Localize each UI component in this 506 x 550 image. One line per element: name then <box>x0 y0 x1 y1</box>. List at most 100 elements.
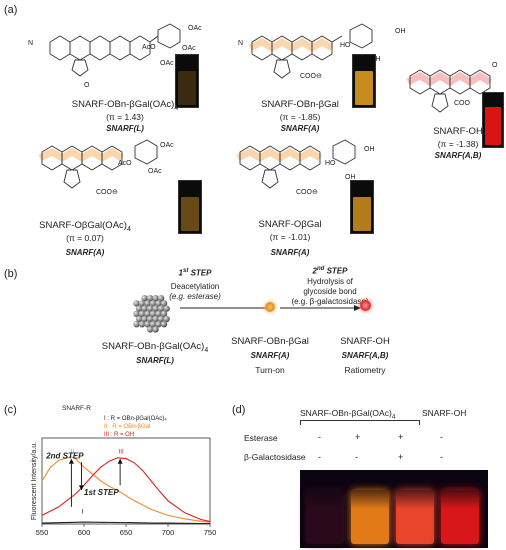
nanoparticle-bead <box>157 315 165 323</box>
arrow-step2-up-head <box>117 458 123 464</box>
ho-label-2: HO <box>340 42 351 49</box>
d-vial-photo <box>300 470 488 548</box>
nanoparticle-bead <box>144 300 151 307</box>
legend-entry: III : R = OH <box>104 432 134 438</box>
nanoparticle-bead <box>149 310 157 317</box>
nanoparticle-bead <box>146 326 154 333</box>
fluorescent-vial <box>396 490 434 544</box>
fluorescent-vial <box>441 490 479 544</box>
vial-compound-5 <box>350 180 374 234</box>
nanoparticle-bead <box>138 321 146 328</box>
oac-label-4b: OAc <box>148 168 162 175</box>
esterase-sign: + <box>355 432 361 442</box>
fluorescent-vial <box>351 490 389 544</box>
compound-3-state: SNARF(A,B) <box>434 151 482 160</box>
orange-dot-mid <box>265 302 275 312</box>
nanoparticle-bead <box>144 321 151 328</box>
nplus-label-2: N <box>238 40 244 47</box>
fluorescence-chart: 550 600 650 700 750 Fluorescent Intensity/a.u… <box>31 405 216 537</box>
vial-compound-2 <box>352 54 376 108</box>
nanoparticle-bead <box>157 305 165 312</box>
aco-label-4: AcO <box>118 160 132 167</box>
structure-snarf-obn-bgal-oac4 <box>49 23 181 77</box>
nanoparticle-bead <box>149 321 157 328</box>
nanoparticle-bead <box>157 295 165 302</box>
galactosidase-sign: - <box>355 452 358 462</box>
galactosidase-sign: - <box>318 452 321 462</box>
d-group2-header: SNARF-OH <box>422 408 467 418</box>
vial-compound-3 <box>482 92 504 148</box>
series-line-II <box>41 456 211 523</box>
step1-title: 1st STEP <box>178 268 212 278</box>
step2-desc-2: glycoside bond <box>303 287 357 296</box>
nanoparticle-bead <box>160 321 168 328</box>
nanoparticle-bead <box>160 300 168 307</box>
nanoparticle-bead <box>160 310 168 317</box>
nanoparticle-bead <box>146 315 154 323</box>
structure-snarf-obgal <box>236 139 356 189</box>
series-line-I <box>41 521 211 525</box>
nanoparticle-bead <box>163 305 170 312</box>
nanoparticle-bead <box>152 295 159 302</box>
vial-compound-4 <box>178 180 202 234</box>
compound-4-pi: (π = 0.07) <box>66 233 104 243</box>
nanoparticle-bead <box>146 295 154 302</box>
nanoparticle-bead <box>133 300 140 307</box>
panel-d-label: (d) <box>232 404 246 416</box>
b-left-name: SNARF-OBn-βGal(OAc)4 <box>101 341 209 354</box>
b-mid-state: SNARF(A) <box>250 351 290 360</box>
step1-desc-1: Deacetylation <box>170 282 220 291</box>
nanoparticle-bead <box>144 310 151 317</box>
x-tick-label: 550 <box>36 528 49 537</box>
ho-label-5: HO <box>325 160 336 167</box>
coo-label-5: COO⊖ <box>296 189 318 196</box>
curve-label-II: II <box>71 448 75 455</box>
nanoparticle-bead <box>155 321 162 328</box>
oh-label-2: OH <box>395 28 406 35</box>
annotation-step2: 2nd STEP <box>45 452 84 461</box>
b-right-state: SNARF(A,B) <box>341 351 389 360</box>
oh-label-5a: OH <box>364 146 375 153</box>
x-tick-label: 650 <box>120 528 133 537</box>
nanoparticle-bead <box>155 300 162 307</box>
compound-4-name: SNARF-OβGal(OAc)4 <box>39 220 131 233</box>
panel-a-label: (a) <box>4 4 18 16</box>
compound-2-state: SNARF(A) <box>280 124 320 133</box>
compound-1-state: SNARF(L) <box>106 124 144 133</box>
nanoparticle-bead <box>163 315 170 323</box>
nme2-label-1: N <box>28 40 34 47</box>
compound-2-pi: (π = -1.85) <box>279 112 321 122</box>
nanoparticle-bead <box>135 315 143 323</box>
esterase-sign: + <box>398 432 404 442</box>
arrow-step2-down-head <box>78 485 84 491</box>
panel-c-label: (c) <box>4 404 17 416</box>
nanoparticle-bead <box>138 300 146 307</box>
oh-label-5b: OH <box>345 174 356 181</box>
nanoparticle-bead <box>138 310 146 317</box>
aco-label-1: AcO <box>142 44 156 51</box>
annotation-step1: 1st STEP <box>84 488 119 497</box>
nanoparticle-bead <box>155 310 162 317</box>
nanoparticle-bead <box>149 300 157 307</box>
legend-title: SNARF-R <box>62 405 91 412</box>
compound-4-state: SNARF(A) <box>65 248 105 257</box>
nanoparticle-bead <box>141 305 148 312</box>
x-tick-label: 600 <box>78 528 91 537</box>
fluorescent-vial <box>306 490 344 544</box>
galactosidase-sign: + <box>398 452 404 462</box>
b-mid-caption: Turn-on <box>255 365 285 375</box>
d-row1-label: Esterase <box>244 433 278 443</box>
y-axis-label: Fluorescent Intensity/a.u. <box>31 442 38 520</box>
x-tick-label: 700 <box>162 528 175 537</box>
panel-b-label: (b) <box>4 268 18 280</box>
compound-3-pi: (π = -1.38) <box>437 139 479 149</box>
series-line-III <box>41 457 211 522</box>
o-minus-label-3: O <box>492 62 498 69</box>
b-right-caption: Ratiometry <box>344 365 386 375</box>
oac-label-1c: OAc <box>160 60 174 67</box>
d-group1-header: SNARF-OBn-βGal(OAc)4 <box>300 408 396 421</box>
structure-snarf-obn-bgal <box>248 23 373 79</box>
esterase-sign: - <box>440 432 443 442</box>
curve-label-I: I <box>81 509 83 516</box>
red-dot-right <box>360 300 371 311</box>
